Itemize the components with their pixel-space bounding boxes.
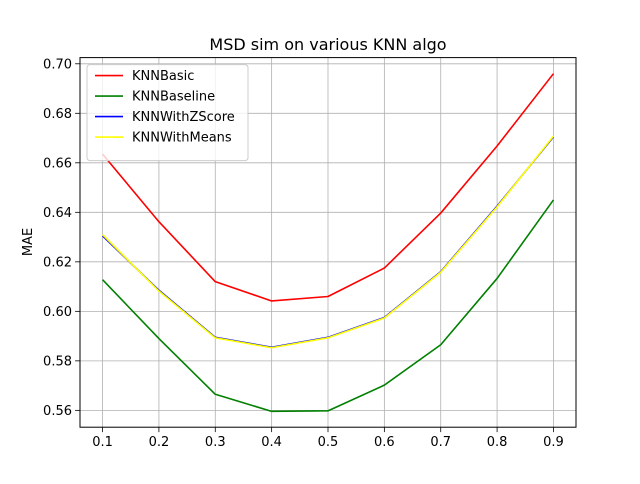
y-tick-label: 0.56 bbox=[43, 404, 72, 419]
legend: KNNBasic KNNBaseline KNNWithZScore KNNWithM… bbox=[86, 64, 249, 162]
legend-label: KNNWithZScore bbox=[132, 110, 235, 125]
y-tick-label: 0.58 bbox=[43, 354, 72, 369]
y-tick-label: 0.68 bbox=[43, 107, 72, 122]
y-axis: 0.56 0.58 0.60 0.62 0.64 0.66 0.68 0.70 bbox=[43, 57, 80, 419]
x-tick-label: 0.9 bbox=[543, 435, 564, 450]
y-tick-label: 0.62 bbox=[43, 255, 72, 270]
y-axis-label: MAE bbox=[21, 228, 36, 256]
x-tick-label: 0.2 bbox=[149, 435, 170, 450]
legend-label: KNNBaseline bbox=[132, 90, 215, 105]
x-tick-label: 0.6 bbox=[374, 435, 395, 450]
y-tick-label: 0.70 bbox=[43, 57, 72, 72]
y-tick-label: 0.66 bbox=[43, 156, 72, 171]
series-lines bbox=[101, 73, 555, 413]
chart-title: MSD sim on various KNN algo bbox=[209, 35, 446, 54]
x-tick-label: 0.5 bbox=[318, 435, 339, 450]
x-tick-label: 0.3 bbox=[205, 435, 226, 450]
series-line-knnbasic bbox=[101, 73, 555, 302]
legend-frame bbox=[86, 64, 249, 162]
y-tick-label: 0.64 bbox=[43, 206, 72, 221]
x-tick-label: 0.4 bbox=[261, 435, 282, 450]
y-tick-label: 0.60 bbox=[43, 305, 72, 320]
legend-label: KNNWithMeans bbox=[132, 131, 232, 146]
x-tick-label: 0.8 bbox=[487, 435, 508, 450]
x-axis: 0.1 0.2 0.3 0.4 0.5 0.6 0.7 0.8 0.9 bbox=[92, 427, 564, 450]
x-tick-label: 0.1 bbox=[92, 435, 113, 450]
x-tick-label: 0.7 bbox=[430, 435, 451, 450]
series-line-knnbaseline bbox=[101, 199, 555, 413]
series-line-knnwithmeans bbox=[101, 135, 555, 349]
legend-label: KNNBasic bbox=[132, 69, 194, 84]
